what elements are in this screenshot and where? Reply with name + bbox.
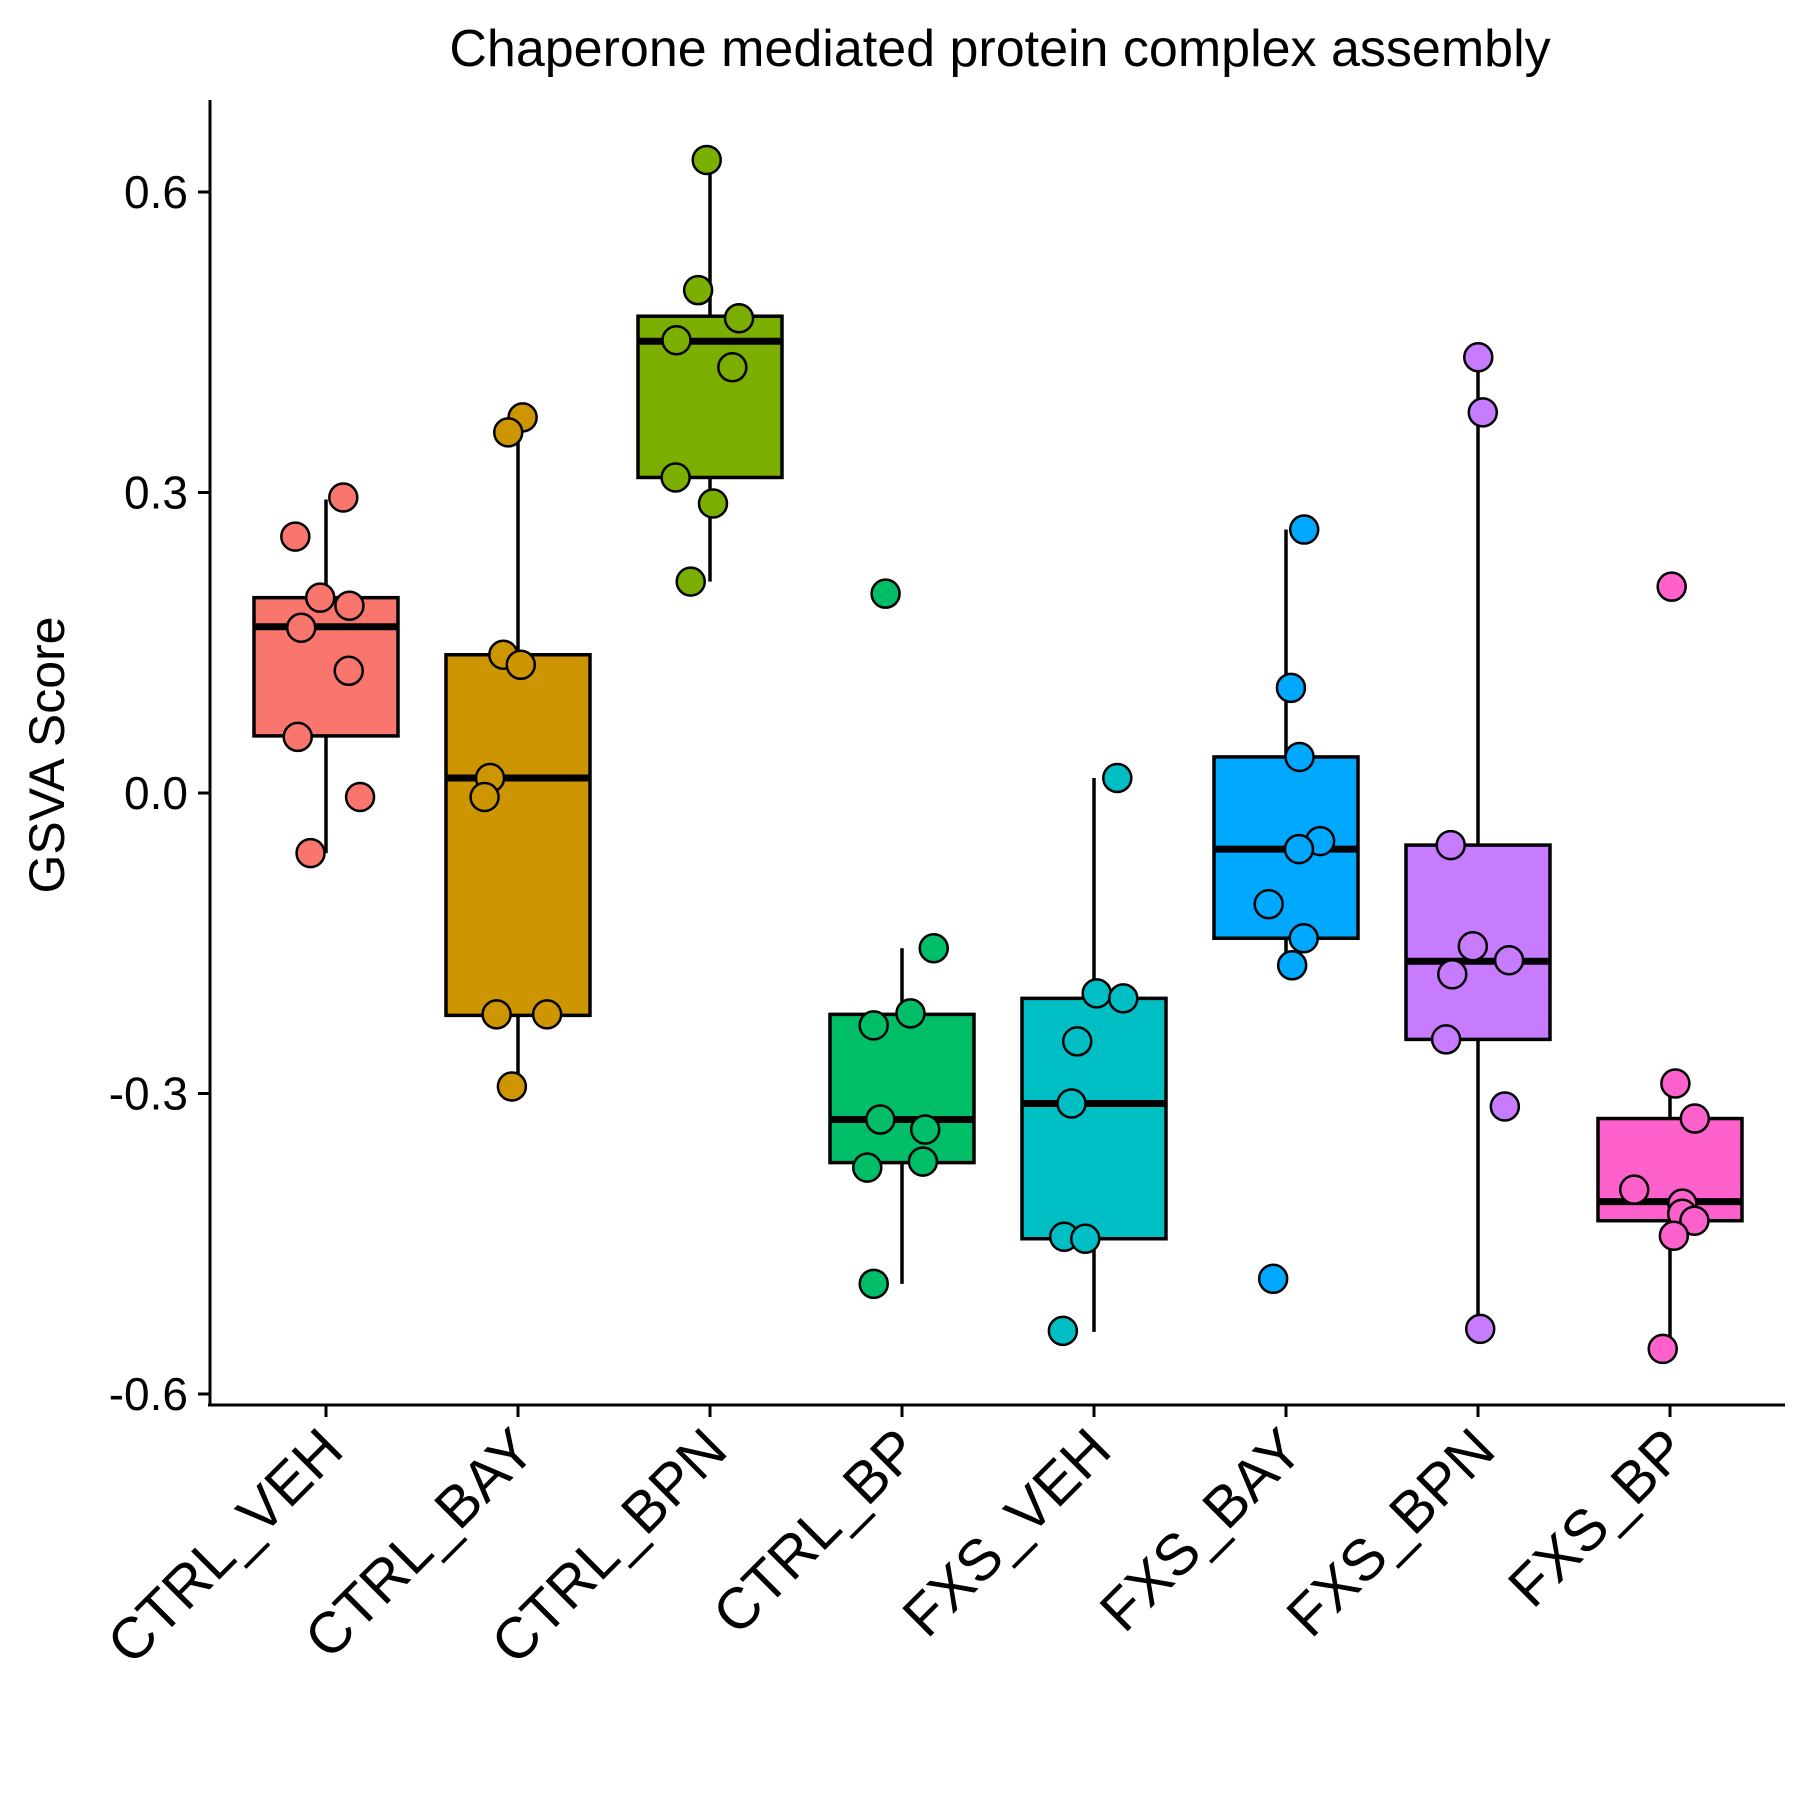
data-point <box>1081 978 1112 1009</box>
data-point <box>1253 888 1284 920</box>
data-point <box>344 781 376 813</box>
data-point <box>1047 1315 1079 1347</box>
x-tick-label: FXS_BP <box>1496 1416 1699 1619</box>
box-group-ctrl-bay <box>444 417 592 1084</box>
data-point <box>295 837 326 869</box>
data-point <box>1467 397 1499 428</box>
data-point <box>1288 514 1320 545</box>
data-point <box>1660 1068 1691 1099</box>
data-point <box>852 1152 883 1183</box>
y-tick-label: 0.6 <box>124 166 188 218</box>
data-point <box>909 1114 941 1145</box>
x-tick-label: FXS_VEH <box>890 1416 1123 1649</box>
points-ctrl-bp <box>852 578 949 1300</box>
data-point <box>1457 931 1489 962</box>
box-group-fxs-veh <box>1020 777 1168 1332</box>
data-point <box>280 521 311 552</box>
box <box>828 1012 976 1165</box>
data-point <box>285 612 317 643</box>
points-ctrl-bpn <box>660 144 755 597</box>
y-tick-label: 0.3 <box>124 467 188 519</box>
data-point <box>333 655 364 687</box>
plot-area <box>252 144 1744 1365</box>
points-ctrl-bay <box>469 402 563 1102</box>
points-fxs-veh <box>1047 762 1139 1347</box>
data-point <box>691 144 722 176</box>
data-point <box>1647 1333 1678 1365</box>
data-point <box>723 302 755 334</box>
data-point <box>1679 1103 1711 1134</box>
data-point <box>907 1146 939 1177</box>
data-point <box>1070 1223 1101 1254</box>
data-point <box>717 352 748 383</box>
box-group-fxs-bpn <box>1404 360 1552 1329</box>
data-point <box>1275 672 1307 704</box>
data-point <box>1284 741 1315 773</box>
data-point <box>1288 922 1319 954</box>
data-point <box>682 274 714 306</box>
points-ctrl-veh <box>280 482 376 869</box>
data-point <box>858 1010 889 1041</box>
data-point <box>1430 1024 1462 1055</box>
box-group-ctrl-bp <box>828 948 976 1284</box>
y-tick-label: -0.3 <box>109 1068 188 1120</box>
data-point <box>328 482 359 513</box>
data-point <box>865 1104 896 1135</box>
data-point <box>1489 1091 1521 1122</box>
data-point <box>1102 762 1133 794</box>
box-group-ctrl-veh <box>252 499 400 854</box>
data-point <box>531 999 563 1030</box>
data-point <box>1257 1263 1289 1295</box>
data-point <box>496 1071 528 1102</box>
data-point <box>1618 1174 1650 1205</box>
y-tick-label: 0.0 <box>124 767 188 819</box>
data-point <box>492 417 524 448</box>
data-point <box>858 1268 889 1300</box>
data-point <box>697 488 729 519</box>
data-point <box>1437 959 1468 990</box>
data-point <box>1656 571 1687 602</box>
data-point <box>1276 950 1308 981</box>
box-group-ctrl-bpn <box>636 161 784 582</box>
data-point <box>469 781 500 813</box>
data-point <box>870 578 901 609</box>
box-group-fxs-bay <box>1212 529 1360 966</box>
box <box>252 595 400 738</box>
data-point <box>1056 1088 1087 1119</box>
data-point <box>481 999 512 1030</box>
data-point <box>918 933 949 964</box>
y-tick-label: -0.6 <box>109 1368 188 1420</box>
points-fxs-bpn <box>1430 342 1525 1345</box>
data-point <box>1108 983 1139 1014</box>
data-point <box>282 721 314 753</box>
data-point <box>334 590 365 621</box>
chart-title: Chaperone mediated protein complex assem… <box>449 20 1550 78</box>
data-point <box>1493 945 1525 976</box>
data-point <box>675 566 706 597</box>
data-point <box>1061 1026 1093 1057</box>
data-point <box>1435 829 1466 861</box>
data-point <box>660 462 691 493</box>
box <box>444 653 592 1018</box>
x-tick-label: CTRL_BP <box>701 1416 932 1647</box>
points-fxs-bay <box>1253 514 1336 1295</box>
data-point <box>1283 833 1315 865</box>
data-point <box>1658 1220 1690 1251</box>
x-tick-label: FXS_BPN <box>1274 1416 1507 1649</box>
y-axis-label: GSVA Score <box>19 617 75 894</box>
data-point <box>1464 1313 1496 1345</box>
data-point <box>505 649 537 681</box>
data-point <box>1463 342 1494 373</box>
points-fxs-bp <box>1618 571 1711 1365</box>
data-point <box>1679 1205 1710 1236</box>
box <box>1020 996 1168 1241</box>
data-point <box>661 324 692 356</box>
data-point <box>895 998 926 1029</box>
data-point <box>304 582 336 613</box>
